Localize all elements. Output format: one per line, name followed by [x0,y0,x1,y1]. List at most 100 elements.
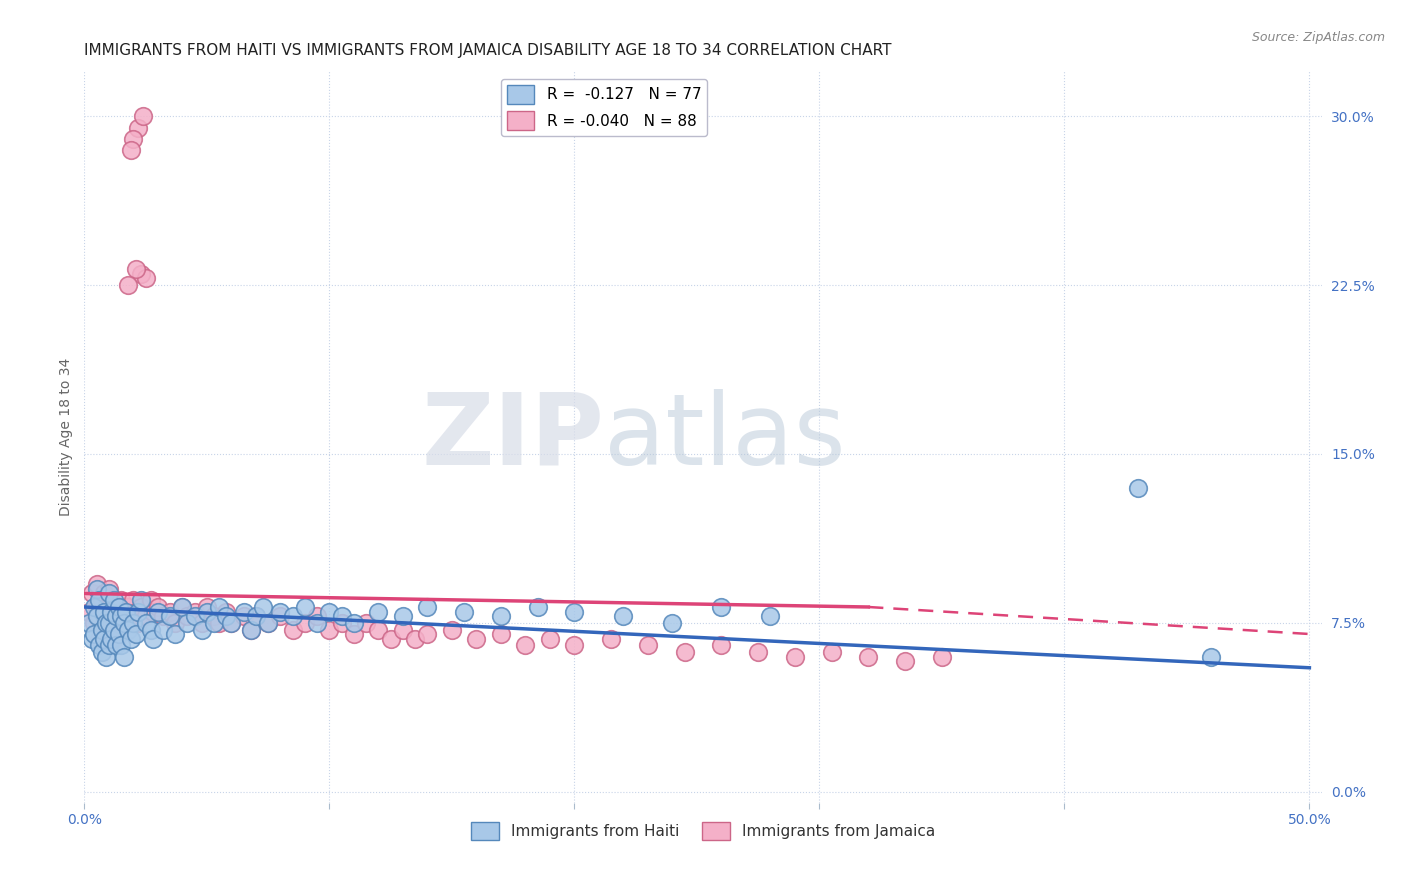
Point [103,593,125,607]
Legend: Immigrants from Haiti, Immigrants from Jamaica: Immigrants from Haiti, Immigrants from J… [465,815,941,847]
Point [221,615,243,630]
Point [252,599,274,614]
Point [245,609,267,624]
Point [93,632,115,646]
Point [392,609,415,624]
Y-axis label: Disability Age 18 to 34: Disability Age 18 to 34 [59,358,73,516]
Point [110,638,132,652]
Point [710,638,733,652]
Point [661,615,683,630]
Point [931,649,953,664]
Point [465,632,488,646]
Point [440,623,463,637]
Point [294,615,316,630]
Point [117,623,139,637]
Point [139,593,162,607]
Point [281,609,304,624]
Point [107,609,129,624]
Point [330,615,353,630]
Point [392,623,415,637]
Point [105,638,128,652]
Point [759,609,782,624]
Point [112,615,135,630]
Point [93,615,115,630]
Point [90,623,112,637]
Point [330,609,353,624]
Point [343,615,366,630]
Point [245,609,267,624]
Point [129,593,152,607]
Point [239,623,262,637]
Point [515,638,537,652]
Point [538,632,561,646]
Point [281,623,304,637]
Point [103,623,125,637]
Point [86,599,108,614]
Point [820,645,842,659]
Point [97,582,120,596]
Point [112,605,135,619]
Point [83,615,105,630]
Point [637,638,659,652]
Point [105,609,128,624]
Point [87,609,110,624]
Point [135,271,157,285]
Point [526,599,548,614]
Point [269,609,291,624]
Point [112,649,135,664]
Point [100,623,122,637]
Point [318,623,340,637]
Point [183,609,205,624]
Text: atlas: atlas [605,389,845,485]
Point [122,593,145,607]
Point [367,605,389,619]
Point [103,632,125,646]
Point [97,586,120,600]
Point [115,605,138,619]
Point [86,609,108,624]
Point [163,615,186,630]
Point [90,623,112,637]
Point [87,632,110,646]
Point [103,605,125,619]
Point [176,609,198,624]
Point [80,586,103,600]
Point [125,605,148,619]
Point [404,632,426,646]
Point [858,649,880,664]
Point [93,586,115,600]
Point [110,623,132,637]
Point [83,627,105,641]
Point [564,638,586,652]
Point [673,645,696,659]
Point [1126,481,1149,495]
Point [107,599,129,614]
Point [135,609,157,624]
Point [122,615,145,630]
Point [77,605,100,619]
Point [202,615,225,630]
Point [105,599,128,614]
Point [125,627,148,641]
Point [86,582,108,596]
Point [129,267,152,281]
Point [894,654,917,668]
Point [100,593,122,607]
Point [87,593,110,607]
Point [146,599,169,614]
Point [90,645,112,659]
Point [294,599,316,614]
Point [489,627,512,641]
Point [215,605,238,619]
Point [80,632,103,646]
Point [1201,649,1223,664]
Point [172,599,194,614]
Point [117,278,139,293]
Point [127,605,149,619]
Point [367,623,389,637]
Point [318,605,340,619]
Point [215,609,238,624]
Point [97,638,120,652]
Point [146,605,169,619]
Point [115,615,138,630]
